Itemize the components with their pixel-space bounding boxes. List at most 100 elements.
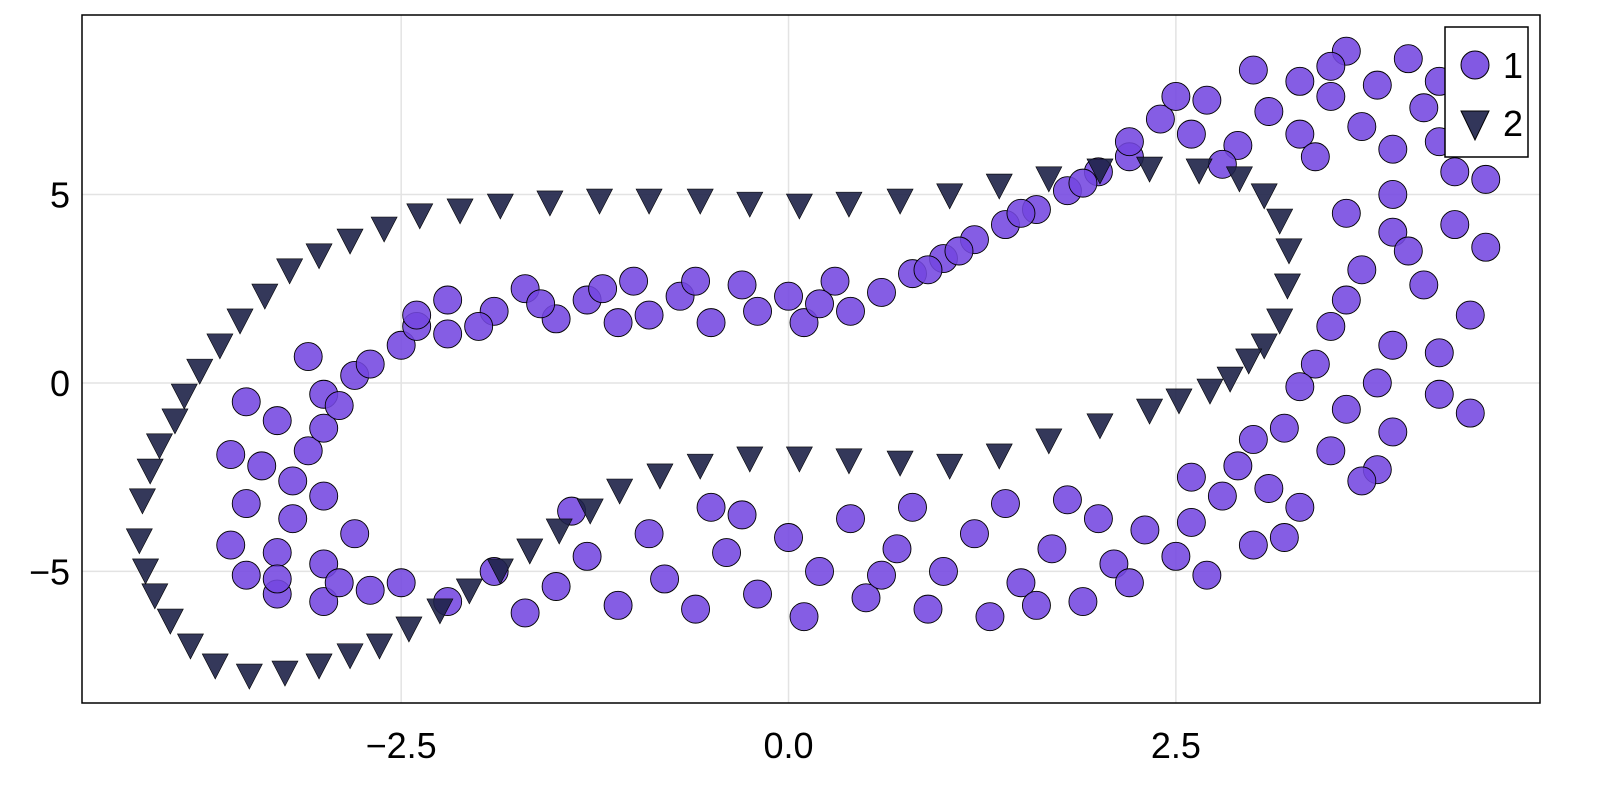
data-point-circle	[541, 572, 571, 601]
data-point-circle	[1347, 255, 1377, 285]
data-point-triangle	[1185, 158, 1213, 185]
data-point-circle	[1440, 157, 1470, 187]
data-point-triangle	[1165, 388, 1193, 415]
series-1	[216, 36, 1501, 632]
data-point-circle	[913, 255, 943, 285]
data-point-circle	[1021, 590, 1051, 620]
data-point-circle	[355, 575, 385, 605]
data-point-circle	[1176, 119, 1206, 149]
data-point-circle	[402, 300, 432, 330]
data-point-circle	[836, 296, 865, 326]
data-point-triangle	[370, 216, 398, 243]
data-point-circle	[1409, 270, 1439, 300]
data-point-circle	[913, 594, 943, 624]
x-tick-label: 2.5	[1151, 725, 1201, 766]
data-point-triangle	[886, 188, 914, 215]
data-point-circle	[309, 481, 339, 511]
data-point-triangle	[271, 660, 299, 687]
x-tick-label: −2.5	[366, 725, 437, 766]
data-point-circle	[309, 549, 339, 579]
data-point-triangle	[276, 258, 304, 285]
data-point-triangle	[736, 446, 764, 473]
data-point-circle	[1316, 81, 1346, 111]
data-point-circle	[634, 300, 664, 330]
data-point-circle	[1378, 330, 1408, 360]
data-point-triangle	[886, 450, 914, 477]
data-point-triangle	[936, 453, 964, 480]
data-point-circle	[1238, 425, 1268, 454]
data-point-triangle	[305, 653, 333, 680]
data-point-triangle	[235, 663, 263, 690]
legend-label-1: 1	[1503, 45, 1523, 86]
data-point-triangle	[161, 408, 189, 435]
data-point-circle	[619, 266, 649, 296]
data-point-circle	[820, 266, 850, 296]
data-point-circle	[1223, 451, 1253, 481]
data-point-circle	[851, 583, 881, 613]
data-point-triangle	[426, 598, 454, 625]
data-point-circle	[1068, 168, 1098, 198]
data-point-circle	[603, 590, 633, 620]
data-point-triangle	[305, 243, 333, 270]
data-point-circle	[278, 466, 308, 496]
data-point-circle	[309, 413, 339, 443]
data-point-circle	[1099, 549, 1129, 579]
data-point-circle	[1176, 462, 1206, 492]
data-point-circle	[603, 308, 633, 338]
data-point-circle	[324, 568, 354, 598]
data-point-triangle	[586, 188, 613, 215]
data-point-triangle	[1273, 273, 1301, 300]
data-point-circle	[774, 281, 803, 311]
data-point-circle	[867, 560, 896, 590]
data-point-circle	[386, 330, 416, 360]
data-point-circle	[1471, 164, 1501, 194]
data-point-circle	[1362, 368, 1392, 398]
data-point-circle	[262, 538, 292, 568]
data-point-triangle	[455, 578, 483, 605]
data-point-circle	[216, 440, 246, 470]
data-point-triangle	[141, 583, 169, 610]
data-point-circle	[1285, 372, 1315, 402]
data-point-circle	[433, 285, 463, 315]
plot-frame	[81, 14, 1541, 704]
data-point-circle	[898, 492, 927, 522]
data-point-circle	[1393, 44, 1423, 74]
data-point-triangle	[1250, 183, 1278, 210]
data-point-circle	[1114, 127, 1144, 157]
data-point-triangle	[206, 333, 234, 360]
data-point-circle	[1378, 417, 1408, 447]
data-point-triangle	[406, 203, 434, 230]
data-point-triangle	[516, 538, 544, 565]
data-point-circle	[1300, 142, 1330, 172]
data-point-circle	[944, 236, 974, 266]
data-point-circle	[1176, 507, 1206, 537]
data-point-circle	[1269, 523, 1299, 552]
data-point-triangle	[1216, 366, 1244, 393]
data-point-triangle	[835, 448, 863, 475]
data-point-circle	[727, 270, 757, 300]
data-point-circle	[1424, 379, 1454, 409]
data-point-circle	[1331, 394, 1361, 424]
data-point-circle	[1285, 66, 1315, 96]
data-point-circle	[1269, 413, 1299, 443]
x-tick-label: 0.0	[764, 725, 814, 766]
data-point-circle	[1083, 504, 1113, 534]
data-point-triangle	[145, 433, 173, 460]
data-point-triangle	[156, 608, 184, 635]
data-point-circle	[836, 504, 865, 534]
data-point-circle	[309, 587, 339, 617]
data-point-circle	[293, 342, 323, 371]
data-point-circle	[1362, 70, 1392, 100]
data-point-triangle	[336, 643, 364, 670]
data-point-triangle	[170, 383, 198, 410]
legend: 1 2	[1444, 26, 1529, 158]
data-point-circle	[681, 594, 711, 624]
data-point-circle	[1192, 560, 1222, 590]
data-point-circle	[588, 274, 618, 304]
data-point-circle	[510, 598, 540, 628]
data-point-circle	[867, 278, 896, 307]
legend-box	[1444, 26, 1529, 158]
data-point-triangle	[1235, 348, 1263, 375]
y-tick-label: −5	[29, 551, 70, 592]
data-point-circle	[634, 519, 664, 549]
